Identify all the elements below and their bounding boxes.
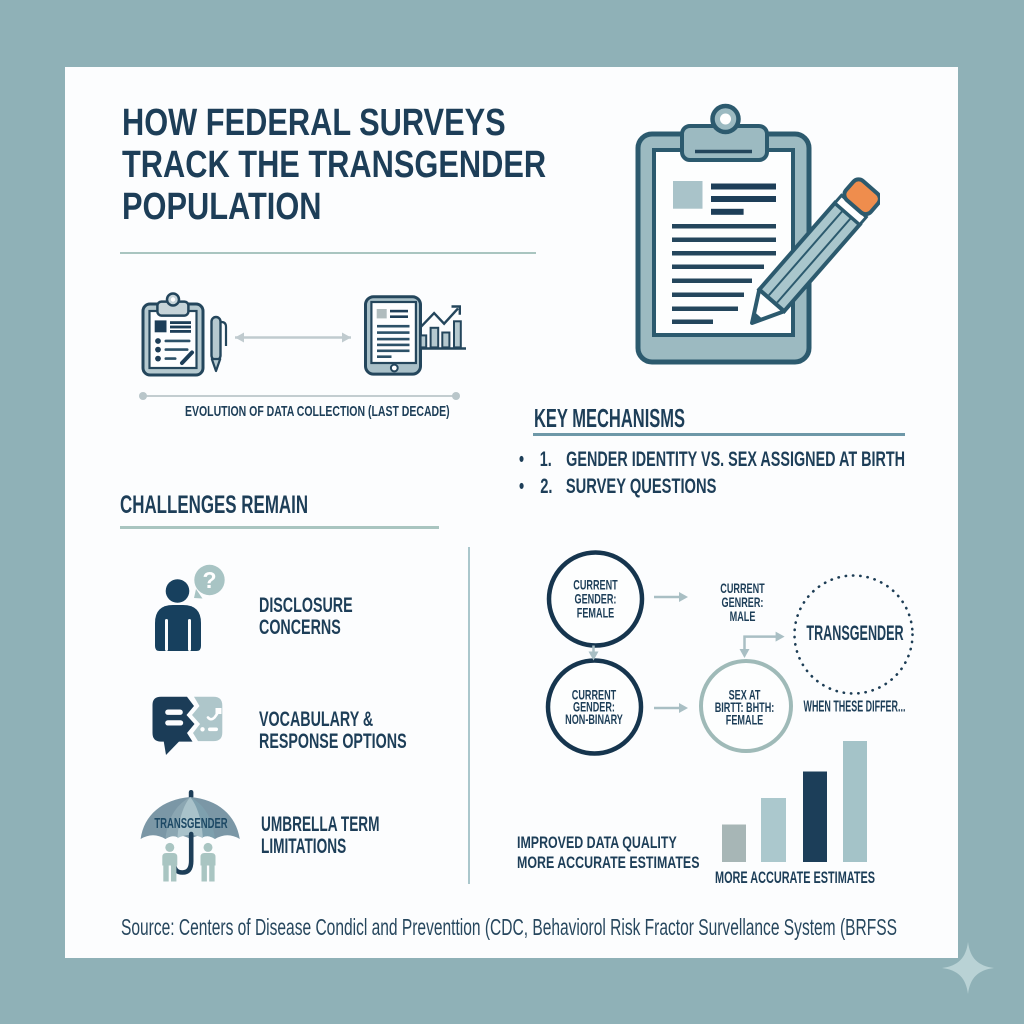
svg-text:?: ? bbox=[202, 567, 216, 593]
svg-text:GENDER:: GENDER: bbox=[573, 699, 615, 716]
svg-text:GENRER:: GENRER: bbox=[722, 594, 764, 611]
svg-text:CURRENT: CURRENT bbox=[573, 576, 618, 593]
svg-text:WHEN THESE DIFFER...: WHEN THESE DIFFER... bbox=[804, 696, 906, 715]
svg-text:NON-BINARY: NON-BINARY bbox=[565, 711, 623, 728]
svg-text:MALE: MALE bbox=[730, 608, 756, 625]
svg-text:CURRENT: CURRENT bbox=[572, 686, 617, 703]
svg-text:TRANSGENDER: TRANSGENDER bbox=[154, 815, 227, 832]
svg-text:GENDER:: GENDER: bbox=[575, 590, 617, 607]
svg-text:FEMALE: FEMALE bbox=[726, 711, 763, 728]
svg-text:CURRENT: CURRENT bbox=[720, 580, 765, 597]
svg-text:FEMALE: FEMALE bbox=[577, 604, 614, 621]
svg-text:BIRTT: BHTH:: BIRTT: BHTH: bbox=[715, 699, 775, 716]
svg-text:TRANSGENDER: TRANSGENDER bbox=[806, 621, 904, 645]
svg-text:SEX AT: SEX AT bbox=[729, 686, 761, 703]
